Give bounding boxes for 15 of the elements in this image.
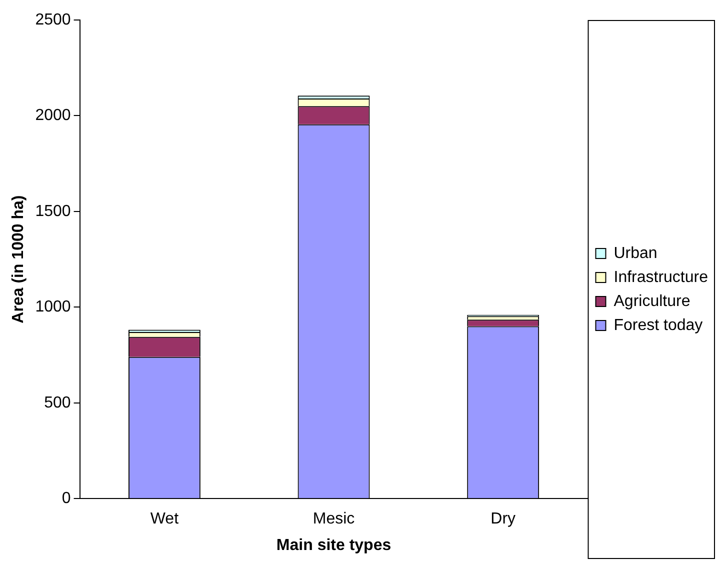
x-tick-label: Wet	[150, 510, 180, 528]
x-tick-label: Dry	[490, 510, 516, 528]
y-axis-title: Area (in 1000 ha)	[10, 195, 28, 324]
y-tick-label: 0	[62, 490, 71, 508]
y-tick-label: 1500	[35, 202, 71, 220]
x-tick-label: Mesic	[312, 510, 355, 528]
x-axis-title: Main site types	[276, 536, 392, 554]
y-tick-label: 500	[44, 394, 71, 412]
y-tick-label: 2500	[35, 11, 71, 28]
legend-label: Infrastructure	[614, 268, 708, 286]
legend-label: Agriculture	[614, 292, 690, 310]
legend-label: Forest today	[614, 316, 703, 334]
y-tick-label: 2000	[35, 107, 71, 124]
legend-label: Urban	[614, 244, 658, 262]
y-tick-label: 1000	[35, 298, 71, 316]
